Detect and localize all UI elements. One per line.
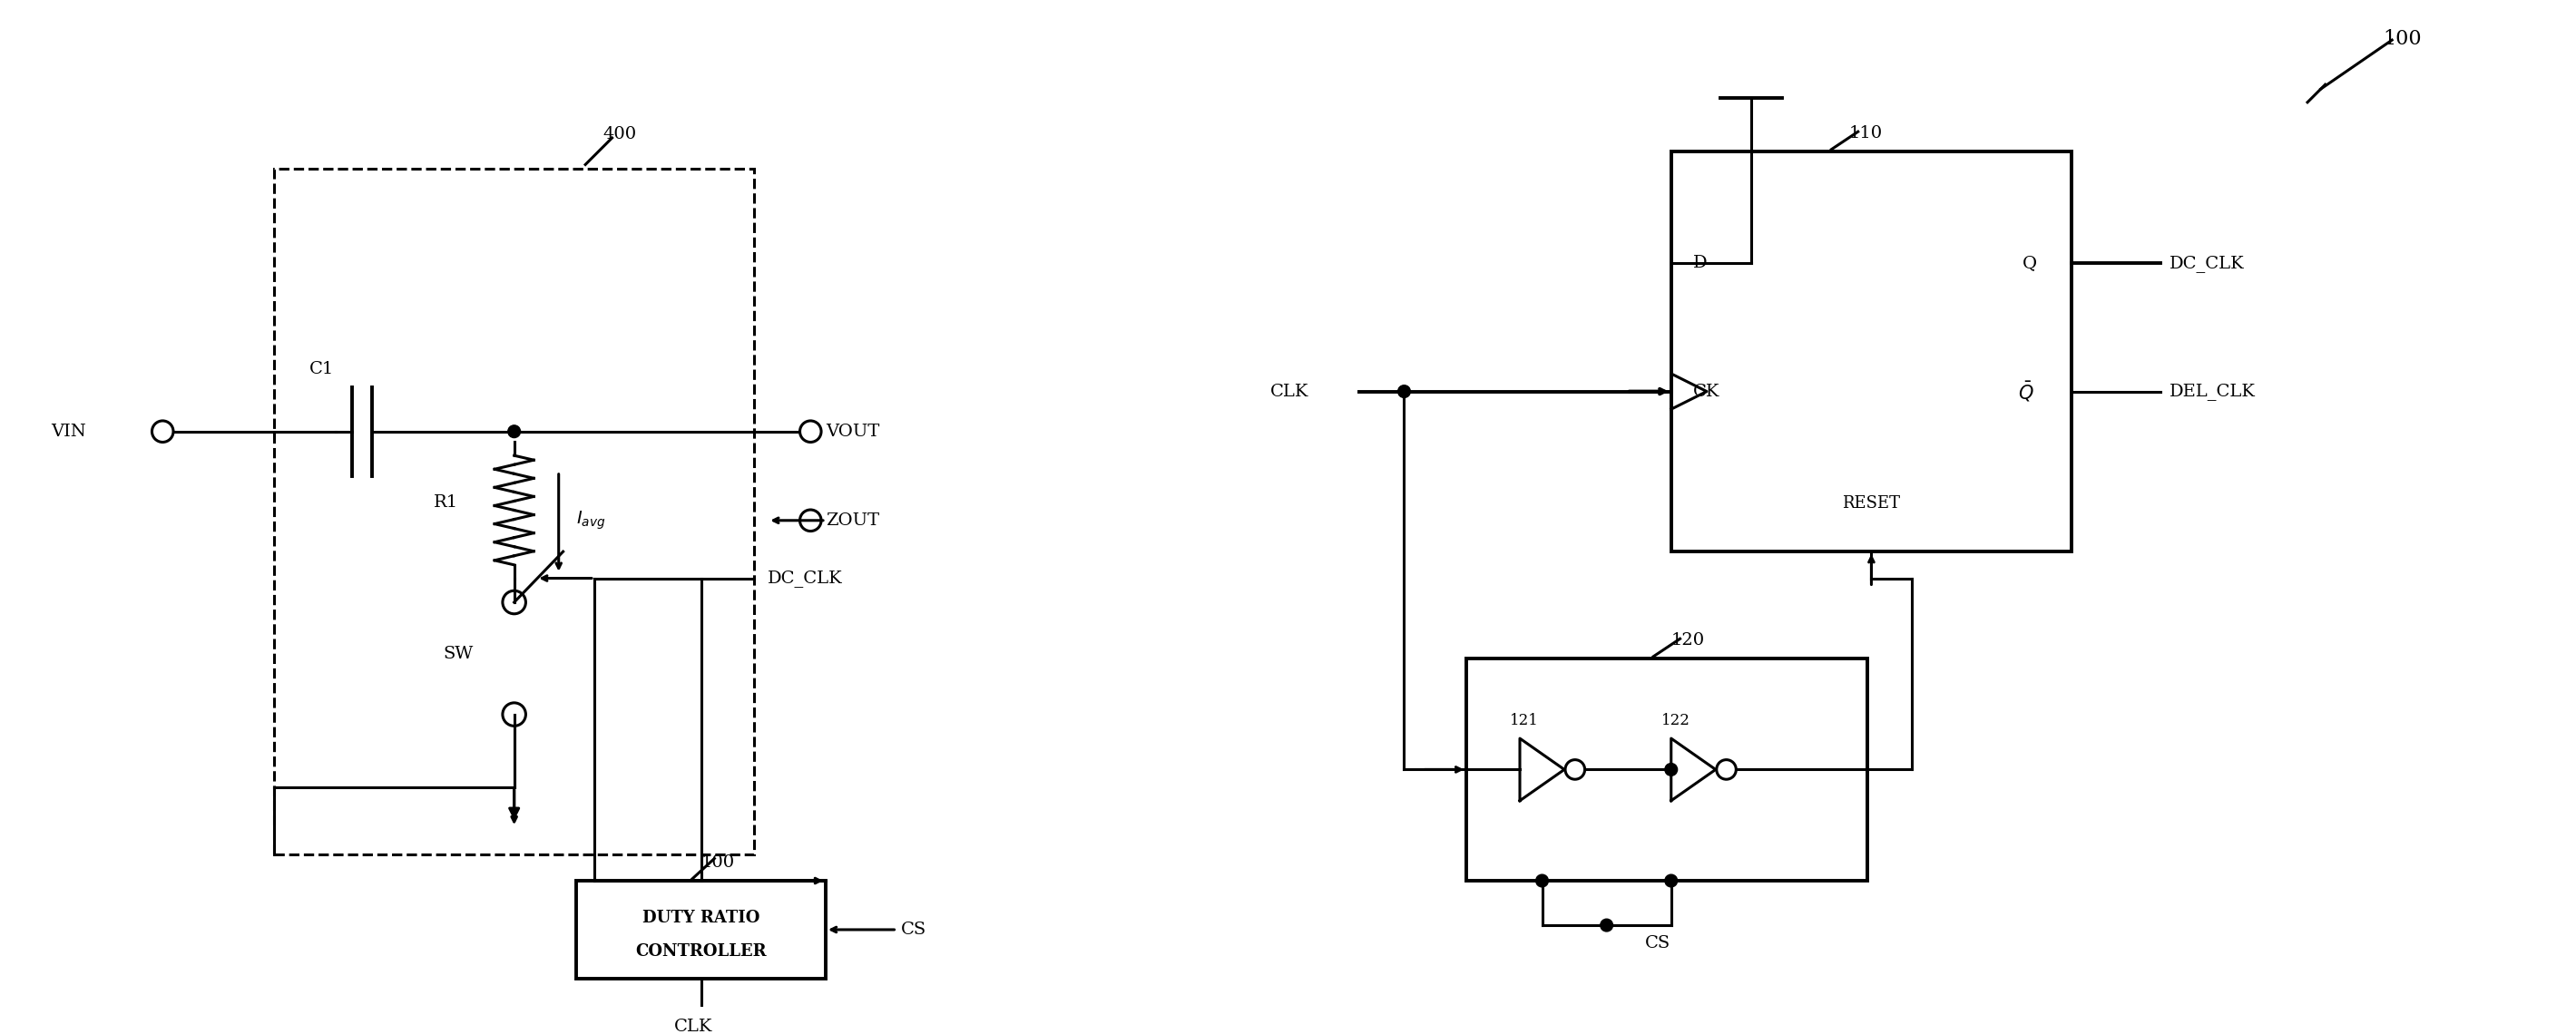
Text: CONTROLLER: CONTROLLER bbox=[636, 943, 768, 960]
Text: DC_CLK: DC_CLK bbox=[2169, 254, 2244, 272]
Text: DC_CLK: DC_CLK bbox=[768, 570, 842, 587]
Circle shape bbox=[1600, 919, 1613, 932]
Text: DEL_CLK: DEL_CLK bbox=[2169, 383, 2257, 400]
Text: 122: 122 bbox=[1662, 713, 1690, 729]
Text: 110: 110 bbox=[1850, 125, 1883, 142]
Text: 121: 121 bbox=[1510, 713, 1538, 729]
Circle shape bbox=[1399, 386, 1412, 398]
Text: 100: 100 bbox=[701, 855, 734, 871]
Circle shape bbox=[1664, 763, 1677, 776]
Text: DUTY RATIO: DUTY RATIO bbox=[641, 910, 760, 926]
Circle shape bbox=[507, 425, 520, 437]
Text: C1: C1 bbox=[309, 361, 335, 377]
Circle shape bbox=[1535, 875, 1548, 887]
Text: RESET: RESET bbox=[1842, 495, 1901, 512]
Text: CS: CS bbox=[1646, 935, 1672, 951]
Text: 400: 400 bbox=[603, 126, 636, 143]
Text: CS: CS bbox=[902, 921, 927, 938]
Text: VIN: VIN bbox=[52, 423, 88, 439]
Text: R1: R1 bbox=[435, 494, 459, 511]
Text: VOUT: VOUT bbox=[827, 423, 878, 439]
Text: ZOUT: ZOUT bbox=[827, 512, 878, 528]
Text: 100: 100 bbox=[2383, 29, 2421, 49]
Text: D: D bbox=[1692, 255, 1708, 272]
Text: CK: CK bbox=[1692, 384, 1721, 399]
Text: 120: 120 bbox=[1672, 632, 1705, 648]
Text: Q: Q bbox=[2022, 255, 2038, 272]
Text: SW: SW bbox=[443, 645, 474, 662]
Text: $I_{avg}$: $I_{avg}$ bbox=[577, 510, 605, 531]
Text: CLK: CLK bbox=[675, 1018, 714, 1034]
Text: $\bar{Q}$: $\bar{Q}$ bbox=[2017, 379, 2035, 403]
Text: CLK: CLK bbox=[1270, 384, 1309, 399]
Circle shape bbox=[1664, 875, 1677, 887]
